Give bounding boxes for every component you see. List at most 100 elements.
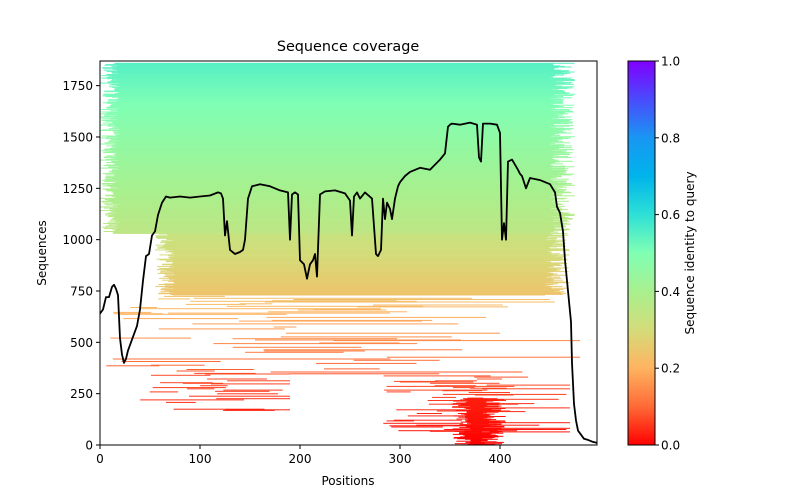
alignment-row (108, 167, 552, 168)
alignment-row (452, 403, 495, 405)
alignment-row (474, 394, 514, 396)
alignment-row (109, 200, 555, 202)
alignment-row (467, 425, 505, 427)
alignment-row (373, 304, 503, 306)
alignment-row (465, 408, 506, 409)
alignment-row (111, 83, 574, 85)
alignment-row (105, 120, 569, 122)
alignment-row (467, 422, 489, 424)
alignment-row (103, 69, 561, 71)
alignment-row (165, 251, 548, 253)
alignment-row (108, 165, 566, 167)
alignment-row (106, 195, 575, 197)
x-tick-label: 0 (96, 452, 104, 466)
alignment-row (171, 263, 568, 265)
alignment-row (156, 258, 567, 260)
alignment-row (110, 147, 560, 149)
alignment-row (217, 393, 278, 395)
alignment-row (215, 390, 270, 392)
alignment-row (105, 64, 553, 66)
alignment-row (389, 425, 470, 427)
alignment-row (170, 253, 560, 255)
alignment-row (111, 170, 568, 171)
alignment-row (466, 420, 506, 422)
alignment-row (268, 311, 408, 313)
alignment-row (462, 434, 496, 436)
alignment-row (113, 63, 554, 65)
alignment-row (160, 271, 551, 273)
alignment-row (173, 288, 552, 290)
alignment-row (115, 196, 551, 198)
alignment-row (111, 160, 573, 162)
alignment-row (160, 288, 564, 290)
alignment-row (106, 112, 566, 114)
alignment-row (105, 94, 574, 96)
alignment-row (453, 437, 493, 439)
alignment-row (162, 263, 560, 265)
alignment-row (429, 430, 470, 432)
alignment-row (102, 95, 554, 97)
alignment-row (463, 407, 486, 409)
alignment-row (460, 436, 499, 438)
alignment-row (471, 423, 502, 425)
alignment-row (227, 380, 290, 382)
alignment-row (102, 119, 568, 121)
alignment-row (106, 184, 575, 186)
alignment-row (160, 290, 555, 292)
alignment-row (205, 373, 290, 375)
alignment-row (166, 401, 196, 403)
alignment-row (482, 388, 570, 390)
alignment-row (458, 406, 485, 408)
alignment-row (119, 166, 575, 168)
alignment-row (105, 213, 568, 215)
alignment-row (386, 356, 580, 358)
alignment-row (333, 340, 580, 342)
alignment-row (109, 209, 563, 211)
alignment-row (103, 152, 573, 154)
alignment-row (170, 258, 563, 260)
y-tick-label: 250 (70, 387, 93, 401)
alignment-row (158, 284, 554, 285)
alignment-row (116, 70, 570, 72)
y-axis-label: Sequences (35, 220, 49, 285)
alignment-row (106, 145, 573, 147)
alignment-row (185, 303, 246, 305)
alignment-row (464, 435, 498, 437)
alignment-row (130, 307, 157, 308)
alignment-row (116, 219, 568, 221)
alignment-row (116, 205, 558, 207)
y-tick-label: 1500 (62, 130, 93, 144)
alignment-row (102, 135, 551, 137)
alignment-row (159, 268, 557, 269)
alignment-row (160, 382, 213, 384)
alignment-row (459, 432, 499, 434)
alignment-row (400, 381, 474, 383)
alignment-row (484, 411, 526, 413)
alignment-row (165, 286, 553, 288)
alignment-row (109, 172, 566, 174)
alignment-row (160, 240, 556, 242)
alignment-row (113, 121, 573, 123)
alignment-row (174, 281, 567, 283)
alignment-row (108, 123, 554, 125)
alignment-row (172, 280, 554, 282)
alignment-row (168, 266, 549, 268)
alignment-row (161, 287, 568, 289)
alignment-row (174, 282, 546, 284)
alignment-row (104, 114, 556, 115)
alignment-row (102, 183, 572, 184)
alignment-row (117, 227, 554, 229)
alignment-row (453, 429, 486, 430)
alignment-row (164, 295, 225, 297)
alignment-row (118, 160, 557, 162)
x-tick-label: 300 (389, 452, 412, 466)
alignment-row (118, 130, 564, 132)
alignment-row (386, 391, 411, 393)
alignment-row (101, 120, 571, 122)
alignment-row (194, 372, 256, 374)
alignment-row (113, 205, 565, 207)
alignment-row (293, 299, 550, 300)
alignment-row (104, 227, 556, 229)
alignment-row (114, 229, 567, 231)
alignment-row (173, 255, 565, 257)
